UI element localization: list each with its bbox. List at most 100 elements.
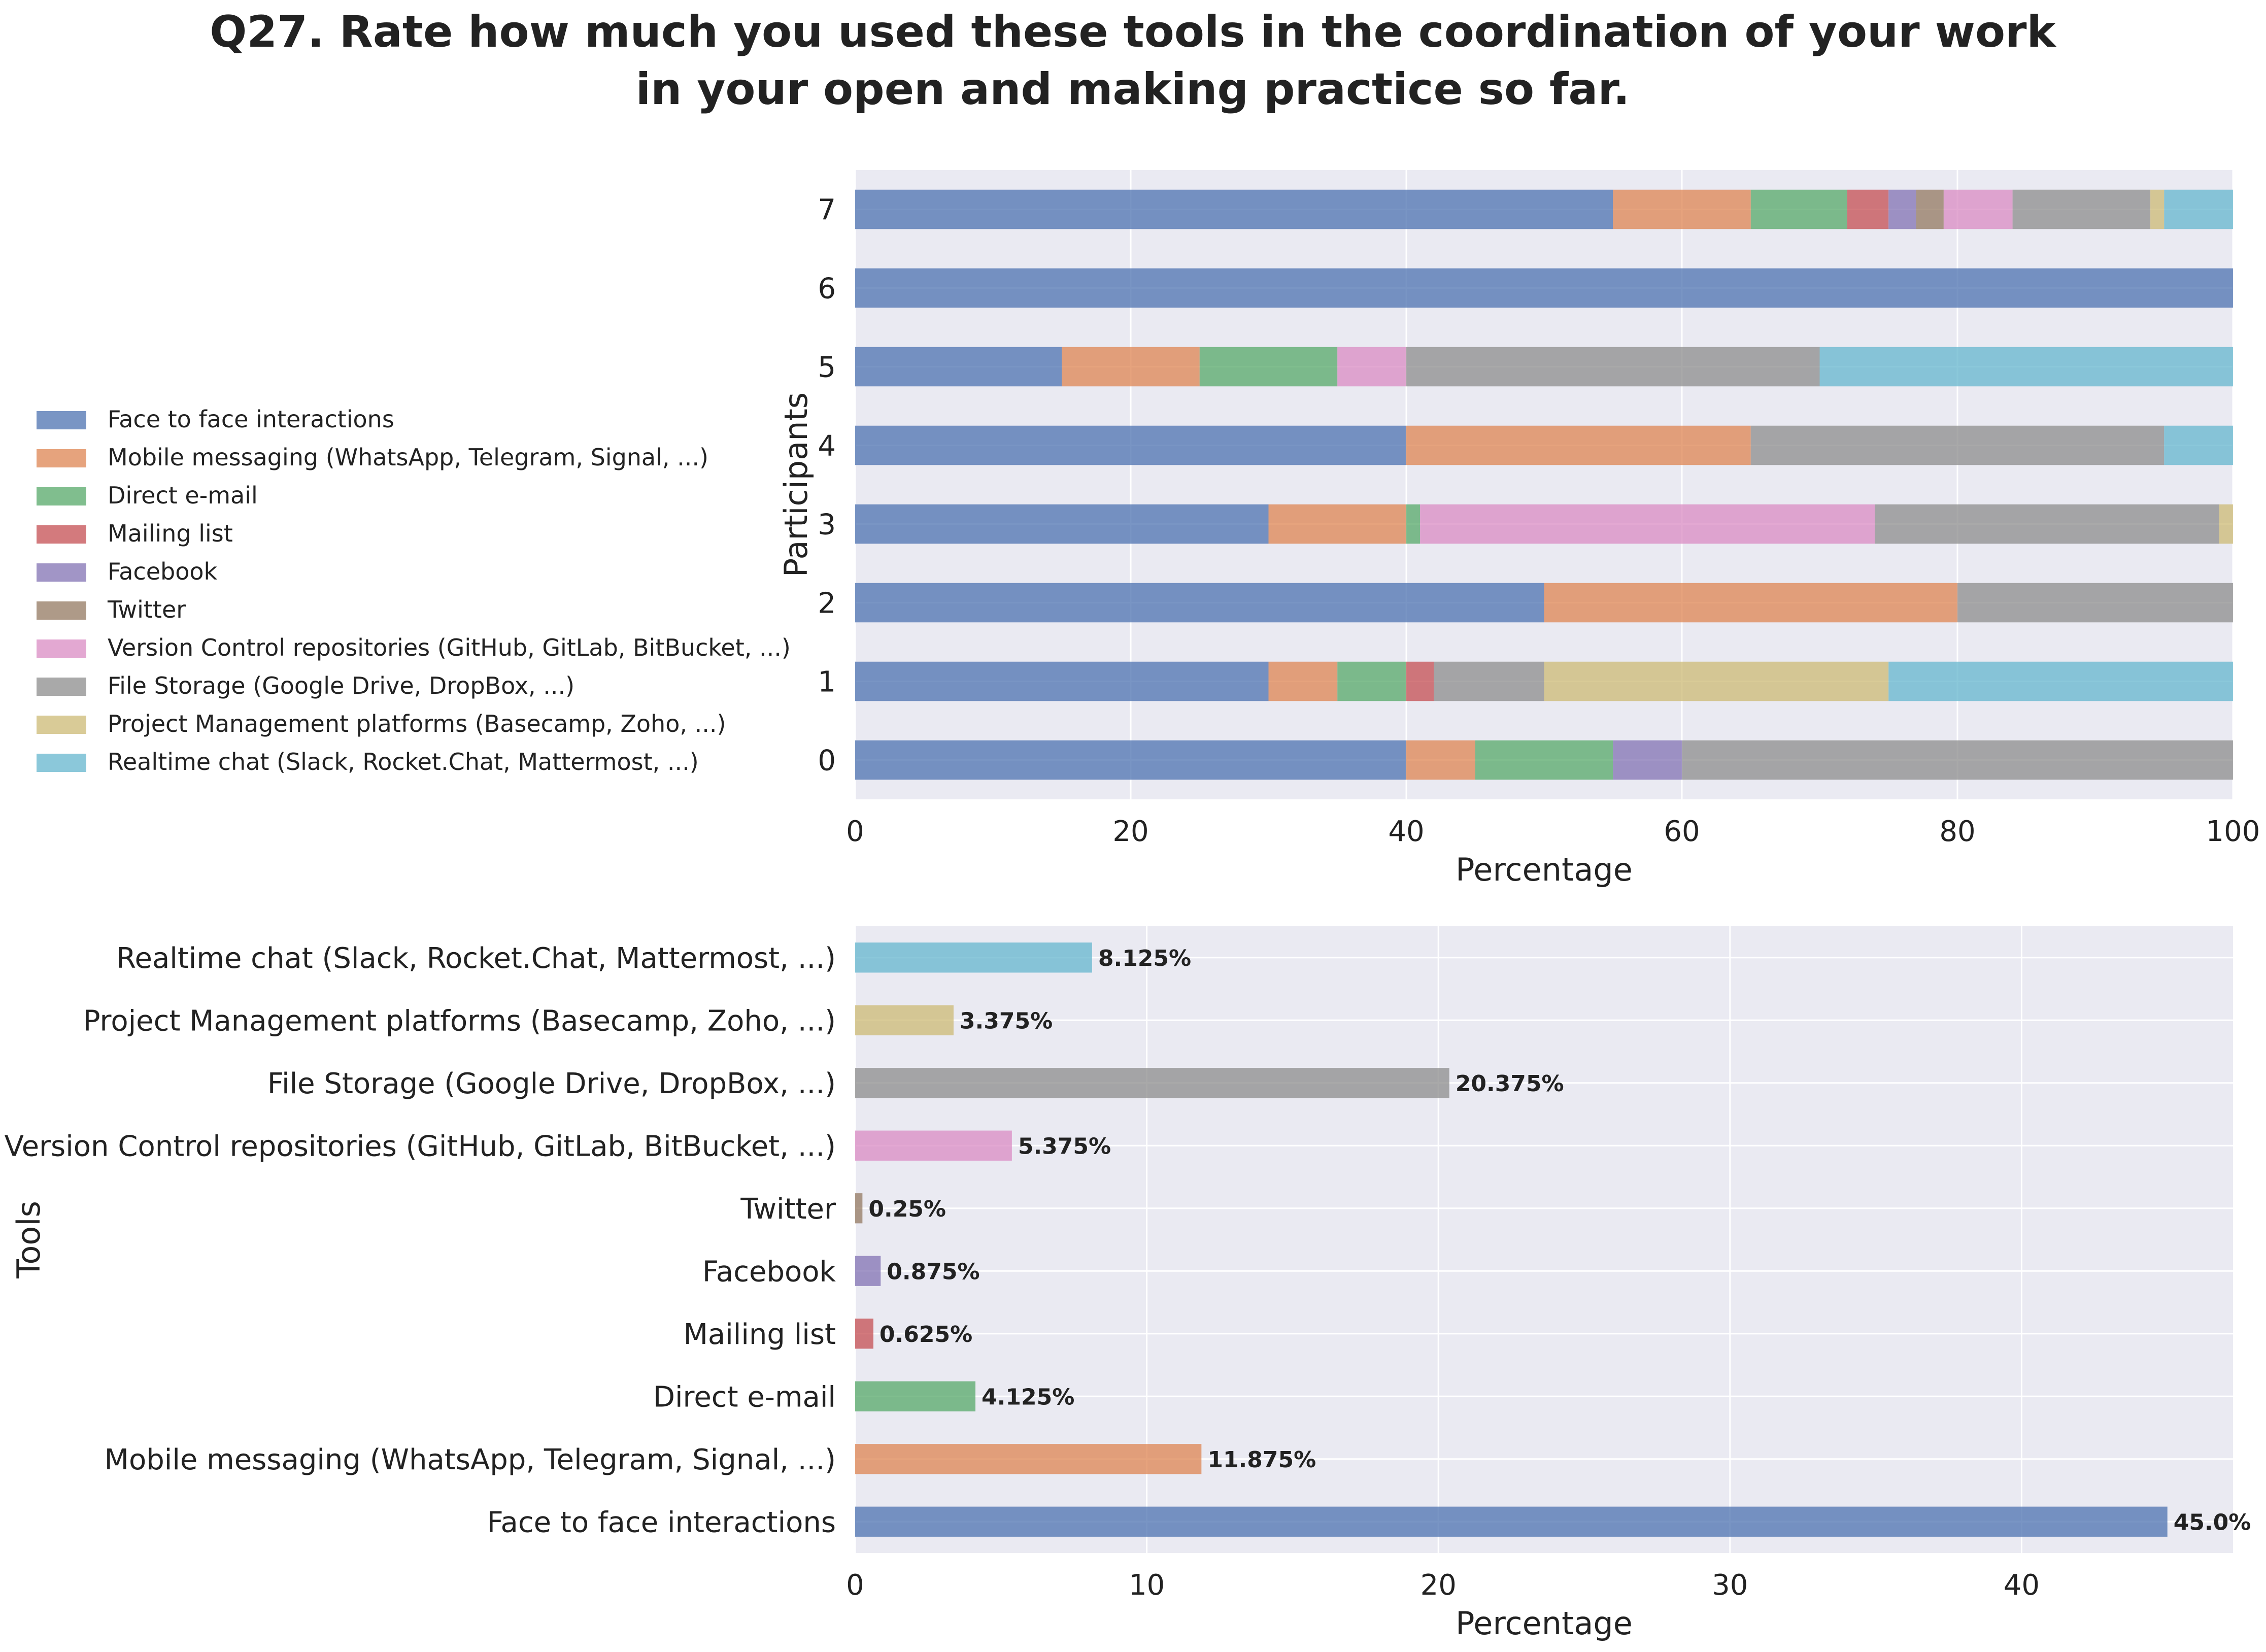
chart-title-line-1: Q27. Rate how much you used these tools …	[210, 7, 2056, 57]
top-stacked-bar-segment	[855, 661, 1269, 701]
bottom-bar	[855, 1130, 1012, 1161]
legend-swatch	[37, 639, 86, 658]
top-stacked-bar-segment	[2012, 189, 2151, 229]
top-stacked-bar-segment	[1888, 661, 2233, 701]
legend-label: Face to face interactions	[108, 406, 394, 433]
legend-label: Version Control repositories (GitHub, Gi…	[108, 634, 791, 661]
top-stacked-bar-segment	[1819, 347, 2233, 387]
bottom-bar-data-label: 0.25%	[868, 1196, 946, 1222]
legend-swatch	[37, 563, 86, 582]
legend-swatch	[37, 449, 86, 467]
top-stacked-bar-segment	[1434, 661, 1544, 701]
legend-label: File Storage (Google Drive, DropBox, ...…	[108, 672, 574, 699]
top-x-tick-label: 60	[1664, 815, 1700, 848]
legend-swatch	[37, 601, 86, 620]
bottom-bar	[855, 1381, 976, 1411]
top-stacked-bar-segment	[855, 347, 1062, 387]
top-x-tick-label: 20	[1112, 815, 1148, 848]
legend-label: Facebook	[108, 558, 218, 585]
bottom-bar-data-label: 4.125%	[982, 1384, 1074, 1410]
top-y-tick-label: 3	[818, 509, 836, 542]
top-x-tick-label: 80	[1939, 815, 1975, 848]
top-stacked-bar-segment	[1750, 425, 2164, 465]
top-stacked-bar-segment	[1888, 189, 1916, 229]
top-stacked-bar-segment	[1406, 740, 1475, 780]
top-y-tick-label: 7	[818, 194, 836, 227]
bottom-y-tick-label: Version Control repositories (GitHub, Gi…	[5, 1130, 836, 1163]
legend-swatch	[37, 487, 86, 505]
bottom-x-tick-label: 10	[1129, 1569, 1165, 1602]
bottom-bar	[855, 1068, 1449, 1098]
bottom-bar-data-label: 11.875%	[1207, 1447, 1316, 1473]
top-y-tick-label: 2	[818, 587, 836, 620]
bottom-y-tick-label: Face to face interactions	[487, 1506, 836, 1539]
top-stacked-bar-segment	[1420, 504, 1875, 544]
top-stacked-bar-segment	[855, 583, 1544, 623]
top-stacked-bar-segment	[2164, 425, 2233, 465]
bottom-bar	[855, 1506, 2168, 1537]
top-stacked-bar-segment	[1406, 504, 1421, 544]
top-x-tick-label: 40	[1388, 815, 1424, 848]
top-stacked-bar-segment	[1199, 347, 1338, 387]
top-x-axis-label: Percentage	[1456, 851, 1633, 888]
bottom-y-tick-label: Realtime chat (Slack, Rocket.Chat, Matte…	[116, 942, 836, 975]
top-stacked-bar-segment	[1062, 347, 1200, 387]
top-stacked-bar-segment	[1957, 583, 2233, 623]
top-plot-area	[855, 170, 2233, 799]
bottom-x-axis-label: Percentage	[1456, 1605, 1633, 1642]
top-stacked-bar-segment	[1544, 661, 1889, 701]
top-stacked-bar-segment	[1268, 661, 1338, 701]
top-stacked-bar-segment	[2164, 189, 2233, 229]
legend-label: Project Management platforms (Basecamp, …	[108, 710, 726, 737]
chart-title-line-2: in your open and making practice so far.	[636, 64, 1630, 115]
top-y-tick-label: 0	[818, 745, 836, 778]
bottom-bar	[855, 1005, 954, 1035]
top-stacked-bar-segment	[1847, 189, 1889, 229]
top-stacked-bar-segment	[1406, 661, 1434, 701]
top-stacked-bar-segment	[1750, 189, 1847, 229]
top-stacked-bar-segment	[1682, 740, 2233, 780]
top-stacked-bar-segment	[855, 504, 1269, 544]
top-x-tick-label: 100	[2206, 815, 2260, 848]
bottom-y-tick-label: Mobile messaging (WhatsApp, Telegram, Si…	[105, 1443, 836, 1476]
legend-label: Realtime chat (Slack, Rocket.Chat, Matte…	[108, 748, 699, 776]
top-stacked-bar-segment	[855, 740, 1406, 780]
top-stacked-bar-segment	[855, 268, 2233, 308]
bottom-bar	[855, 942, 1092, 973]
bottom-y-axis-label: Tools	[10, 1201, 47, 1279]
legend-swatch	[37, 716, 86, 734]
bottom-bar-data-label: 8.125%	[1098, 946, 1191, 971]
legend-swatch	[37, 754, 86, 772]
top-y-tick-label: 6	[818, 273, 836, 306]
bottom-y-tick-label: Facebook	[702, 1255, 836, 1288]
top-stacked-bar-segment	[1337, 347, 1406, 387]
legend-swatch	[37, 411, 86, 429]
top-y-tick-label: 5	[818, 351, 836, 384]
top-stacked-bar-segment	[1544, 583, 1957, 623]
top-stacked-bar-segment	[1875, 504, 2219, 544]
bottom-x-tick-label: 40	[2004, 1569, 2040, 1602]
top-y-axis-label: Participants	[777, 392, 815, 577]
bottom-y-tick-label: File Storage (Google Drive, DropBox, ...…	[267, 1067, 836, 1100]
bottom-bar-data-label: 0.875%	[887, 1259, 979, 1285]
bottom-x-tick-label: 30	[1712, 1569, 1748, 1602]
top-y-tick-label: 4	[818, 430, 836, 463]
bottom-x-tick-label: 0	[846, 1569, 864, 1602]
legend-label: Direct e-mail	[108, 482, 258, 509]
bottom-y-tick-label: Mailing list	[684, 1318, 836, 1351]
top-y-tick-label: 1	[818, 666, 836, 699]
legend-label: Twitter	[107, 596, 186, 623]
legend-swatch	[37, 678, 86, 696]
legend-label: Mobile messaging (WhatsApp, Telegram, Si…	[108, 444, 708, 471]
bottom-bar-data-label: 3.375%	[960, 1008, 1053, 1034]
top-stacked-bar-segment	[2150, 189, 2164, 229]
bottom-bar	[855, 1319, 873, 1349]
bottom-bar	[855, 1193, 863, 1224]
bottom-y-tick-label: Project Management platforms (Basecamp, …	[83, 1004, 836, 1037]
legend-swatch	[37, 525, 86, 544]
bottom-bar-data-label: 0.625%	[880, 1322, 972, 1347]
top-stacked-bar-segment	[1613, 189, 1751, 229]
top-stacked-bar-segment	[1268, 504, 1406, 544]
